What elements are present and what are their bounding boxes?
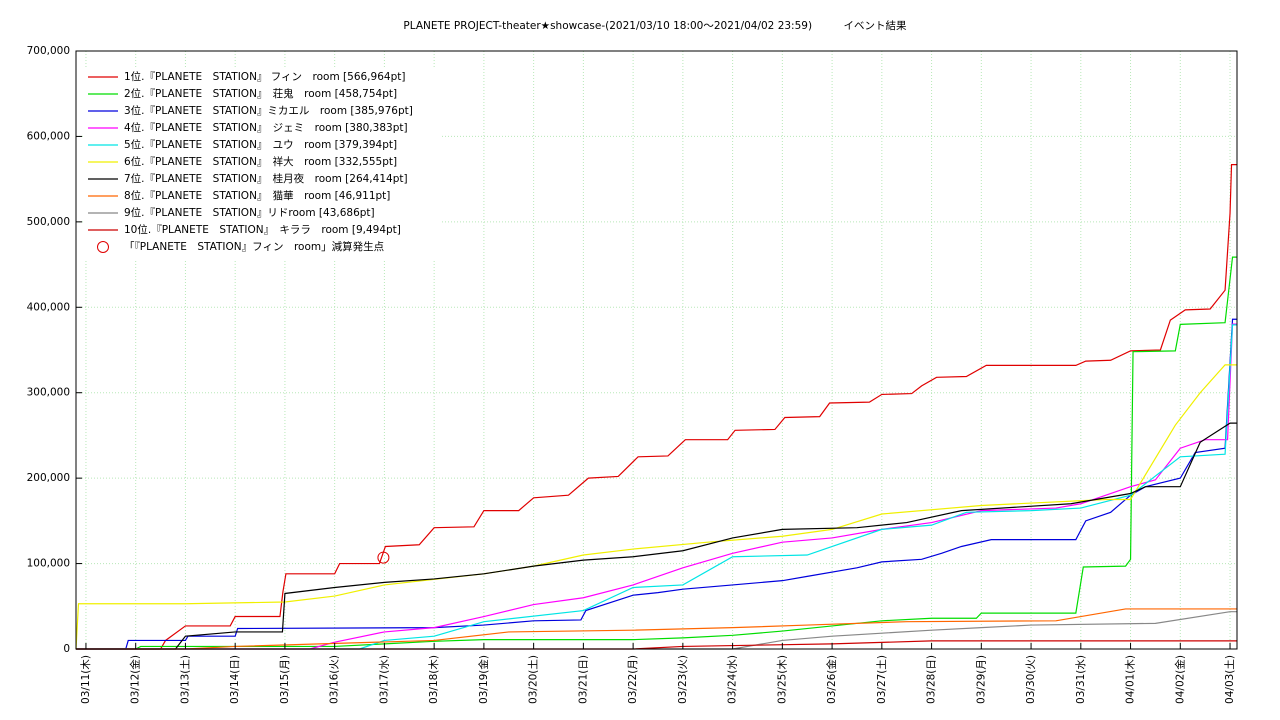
lines (75, 164, 1237, 650)
legend-label: 2位.『PLANETE STATION』 荘鬼 room [458,754pt] (124, 87, 397, 100)
legend-label: 1位.『PLANETE STATION』 フィン room [566,964pt… (124, 70, 405, 83)
x-tick-label: 03/12(金) (129, 655, 142, 704)
plot-frame (75, 50, 1238, 650)
x-tick-label: 03/28(日) (926, 655, 938, 704)
x-tick-label: 03/29(月) (975, 655, 987, 704)
x-tick-label: 04/03(土) (1223, 655, 1236, 704)
y-tick-label: 600,000 (27, 130, 70, 142)
series-line (76, 323, 1237, 650)
series-line (76, 422, 1237, 650)
x-tick-label: 03/15(月) (279, 655, 291, 704)
y-tick-label: 400,000 (27, 301, 70, 313)
legend-label: 「『PLANETE STATION』フィン room」減算発生点 (124, 240, 384, 253)
series-line (76, 608, 1237, 650)
y-tick-label: 100,000 (27, 558, 70, 570)
legend-swatch (97, 241, 109, 253)
series-line (76, 164, 1237, 650)
legend: 1位.『PLANETE STATION』 フィン room [566,964pt… (88, 70, 413, 253)
x-tick-label: 03/14(日) (229, 655, 241, 704)
chart-title: PLANETE PROJECT-theater★showcase-(2021/0… (403, 19, 907, 32)
x-tick-label: 03/21(日) (577, 655, 589, 704)
legend-label: 4位.『PLANETE STATION』 ジェミ room [380,383pt… (124, 121, 408, 134)
legend-label: 5位.『PLANETE STATION』 ユウ room [379,394pt] (124, 138, 397, 151)
x-tick-label: 04/01(木) (1125, 655, 1137, 704)
series-line (75, 364, 1237, 650)
x-tick-label: 03/27(土) (875, 655, 888, 704)
series-line (76, 640, 1237, 650)
series-line (76, 611, 1237, 650)
legend-label: 3位.『PLANETE STATION』ミカエル room [385,976pt… (124, 104, 413, 117)
x-tick-label: 03/24(水) (727, 655, 739, 704)
x-tick-label: 03/26(金) (825, 655, 838, 704)
x-tick-label: 03/18(木) (428, 655, 440, 704)
x-tick-label: 03/16(火) (329, 655, 341, 704)
x-tick-label: 03/11(木) (80, 655, 92, 704)
y-tick-label: 200,000 (27, 472, 70, 484)
x-tick-label: 03/25(木) (776, 655, 788, 704)
legend-label: 9位.『PLANETE STATION』リドroom [43,686pt] (124, 206, 375, 219)
x-tick-label: 03/13(土) (178, 655, 191, 704)
series-line (76, 318, 1237, 650)
x-tick-label: 03/23(火) (677, 655, 689, 704)
x-tick-label: 03/20(土) (527, 655, 540, 704)
y-tick-label: 500,000 (27, 216, 70, 228)
y-tick-label: 300,000 (27, 387, 70, 399)
x-tick-label: 03/17(水) (378, 655, 390, 704)
legend-label: 10位.『PLANETE STATION』 キララ room [9,494pt] (124, 223, 401, 236)
x-tick-label: 03/31(水) (1075, 655, 1087, 704)
x-tick-label: 03/19(金) (477, 655, 490, 704)
x-tick-label: 04/02(金) (1173, 655, 1186, 704)
event-marker (377, 551, 390, 564)
legend-label: 8位.『PLANETE STATION』 猫華 room [46,911pt] (124, 189, 390, 202)
legend-label: 6位.『PLANETE STATION』 祥大 room [332,555pt] (124, 155, 397, 168)
series-line (76, 324, 1237, 650)
x-tick-label: 03/30(火) (1025, 655, 1037, 704)
legend-background (84, 67, 440, 261)
series-line (76, 256, 1237, 650)
legend-label: 7位.『PLANETE STATION』 桂月夜 room [264,414pt… (124, 172, 408, 185)
x-tick-label: 03/22(月) (627, 655, 639, 704)
y-tick-label: 0 (63, 643, 70, 655)
y-tick-label: 700,000 (27, 45, 70, 57)
